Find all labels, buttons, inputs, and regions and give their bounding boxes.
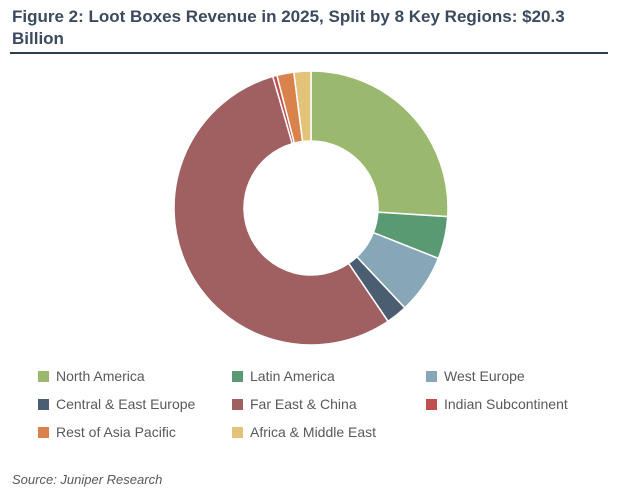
legend-item-west-europe: West Europe xyxy=(426,362,598,390)
legend-item-north-america: North America xyxy=(38,362,232,390)
legend-swatch xyxy=(426,398,437,410)
legend-item-indian-subcontinent: Indian Subcontinent xyxy=(426,390,598,418)
donut-slice-africa-middle-east xyxy=(292,70,312,143)
legend-swatch xyxy=(232,426,243,438)
legend-item-central-east-europe: Central & East Europe xyxy=(38,390,232,418)
legend-swatch xyxy=(38,398,49,410)
legend-item-latin-america: Latin America xyxy=(232,362,426,390)
legend-swatch xyxy=(38,426,49,438)
legend-label: Africa & Middle East xyxy=(250,424,377,440)
legend-swatch xyxy=(232,398,243,410)
chart-legend: North America Latin America West Europe Cen… xyxy=(38,362,598,446)
legend-label: Central & East Europe xyxy=(56,396,196,412)
legend-label: Far East & China xyxy=(250,396,357,412)
legend-swatch xyxy=(38,370,49,382)
legend-item-far-east-china: Far East & China xyxy=(232,390,426,418)
donut-slice-far-east-china xyxy=(173,75,390,346)
legend-label: Indian Subcontinent xyxy=(444,396,568,412)
legend-item-africa-middle-east: Africa & Middle East xyxy=(232,418,426,446)
legend-item-rest-of-asia-pacific: Rest of Asia Pacific xyxy=(38,418,232,446)
source-note: Source: Juniper Research xyxy=(12,472,163,487)
legend-swatch xyxy=(232,370,243,382)
title-divider xyxy=(10,52,608,54)
legend-label: Latin America xyxy=(250,368,335,384)
donut-slice-north-america xyxy=(310,70,449,218)
legend-label: North America xyxy=(56,368,145,384)
chart-title: Figure 2: Loot Boxes Revenue in 2025, Sp… xyxy=(12,7,565,48)
legend-label: West Europe xyxy=(444,368,525,384)
legend-label: Rest of Asia Pacific xyxy=(56,424,176,440)
legend-swatch xyxy=(426,370,437,382)
